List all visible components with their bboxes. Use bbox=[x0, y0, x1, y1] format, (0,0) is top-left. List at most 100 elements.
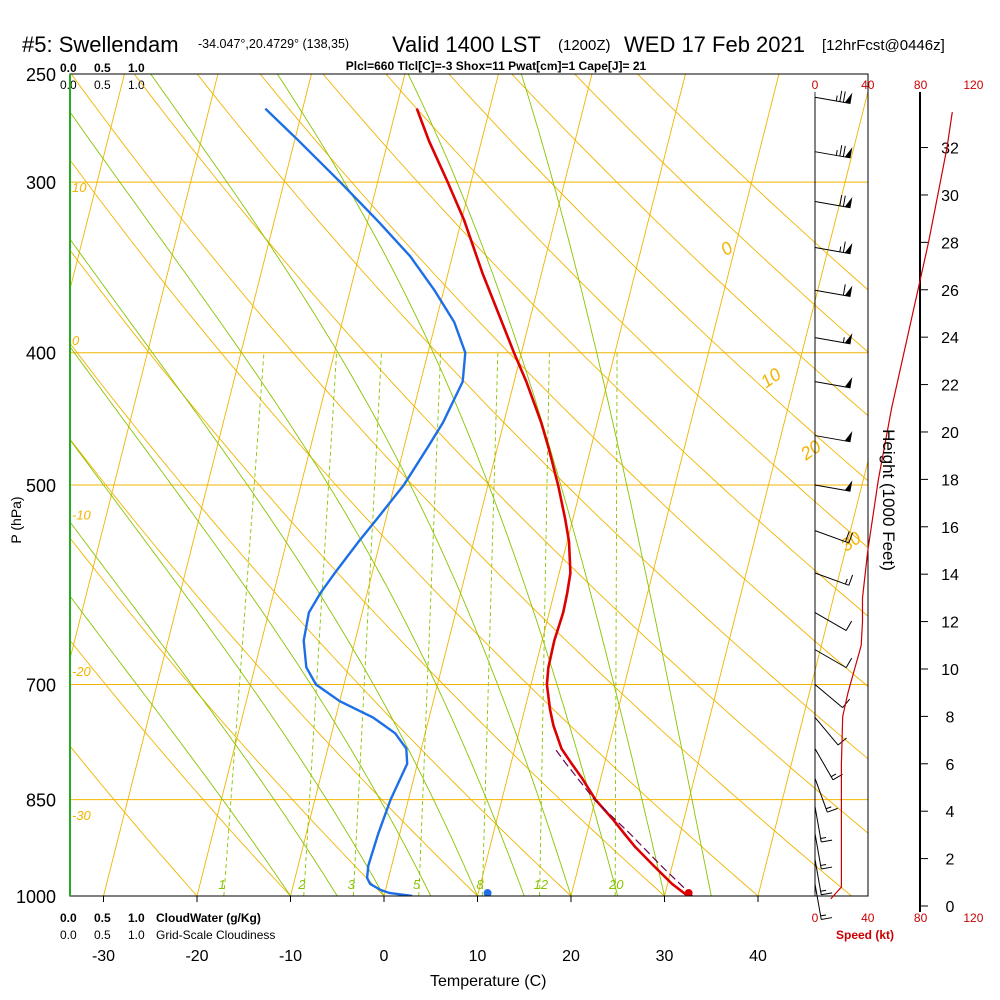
title-valid: Valid 1400 LST bbox=[392, 32, 541, 57]
speed-tick-label-bottom: 80 bbox=[914, 911, 928, 925]
isotherm-line bbox=[196, 74, 406, 896]
height-tick-label: 26 bbox=[941, 283, 959, 300]
y-axis-label: P (hPa) bbox=[8, 496, 24, 543]
wind-barb-half-feather bbox=[842, 337, 845, 343]
wind-barb-feather bbox=[845, 657, 853, 668]
mixing-ratio-line bbox=[352, 352, 382, 896]
moist-adiabat-line bbox=[276, 74, 619, 896]
pressure-label: 250 bbox=[26, 65, 56, 85]
cloud-top-sub-2: 1.0 bbox=[128, 78, 145, 92]
wind-barb-feather bbox=[821, 917, 833, 920]
surface-temperature-dot bbox=[684, 889, 693, 896]
parcel-line bbox=[554, 748, 693, 896]
wind-barb-staff bbox=[814, 883, 822, 920]
mixing-ratio-label: 20 bbox=[608, 877, 624, 892]
wind-barb-staff bbox=[814, 649, 847, 669]
height-tick-label: 12 bbox=[941, 615, 959, 632]
wind-barb bbox=[814, 530, 854, 544]
wind-barb-feather bbox=[821, 839, 833, 843]
mixing-ratio-line bbox=[223, 352, 265, 896]
surface-dewpoint-dot bbox=[483, 889, 492, 896]
theta-label-right: 0 bbox=[717, 237, 737, 259]
wind-barb-pennant bbox=[844, 242, 853, 254]
mixing-ratio-label: 5 bbox=[413, 877, 421, 892]
pressure-label: 300 bbox=[26, 173, 56, 193]
wind-barb-staff bbox=[814, 572, 849, 586]
sounding-profiles bbox=[264, 107, 693, 896]
temperature-line bbox=[415, 108, 689, 896]
height-tick-label: 16 bbox=[941, 520, 959, 537]
dry-adiabat-line bbox=[70, 159, 759, 896]
wind-barb-staff bbox=[814, 833, 822, 870]
speed-tick-label-top: 0 bbox=[812, 78, 819, 92]
wind-barb-half-feather bbox=[820, 837, 827, 839]
height-tick-label: 6 bbox=[946, 757, 955, 774]
wind-barb-half-feather bbox=[835, 95, 838, 102]
pressure-label: 400 bbox=[26, 344, 56, 364]
wind-barb-feather bbox=[842, 145, 846, 157]
wind-barb-half-feather bbox=[820, 863, 827, 866]
speed-tick-label-top: 40 bbox=[861, 78, 875, 92]
theta-label-left: -20 bbox=[72, 664, 92, 679]
speed-tick-label-top: 120 bbox=[963, 78, 983, 92]
wind-barb-feather bbox=[842, 284, 846, 296]
wind-barb-half-feather bbox=[830, 773, 837, 778]
wind-barb-staff bbox=[814, 96, 851, 104]
theta-label-right: 20 bbox=[796, 436, 825, 464]
wind-barb bbox=[814, 859, 833, 896]
cloud-scale-bottom: 0.0 0.5 1.0 CloudWater (g/Kg) 0.0 0.5 1.… bbox=[60, 911, 275, 942]
cloud-top-0: 0.0 bbox=[60, 61, 77, 75]
dry-adiabat-line bbox=[259, 74, 868, 688]
wind-barb-feather bbox=[842, 91, 846, 103]
cloud-top-sub-0: 0.0 bbox=[60, 78, 77, 92]
wind-barb-half-feather bbox=[835, 149, 838, 156]
x-tick-label: 20 bbox=[562, 948, 580, 965]
wind-barb-half-feather bbox=[844, 578, 848, 585]
x-tick-label: -20 bbox=[185, 948, 208, 965]
wind-barb-staff bbox=[814, 778, 828, 813]
wind-barb bbox=[814, 333, 853, 345]
wind-barb bbox=[814, 241, 853, 255]
dry-adiabat-line bbox=[196, 74, 868, 760]
isotherm-line bbox=[757, 459, 868, 896]
dry-adiabat-line bbox=[385, 74, 868, 549]
height-axis-label: Height (1000 Feet) bbox=[879, 429, 898, 571]
axes: -30 -20 -10 0 10 20 30 402503004005007008501000… bbox=[16, 65, 984, 965]
moist-adiabat-line bbox=[520, 74, 712, 896]
height-tick-label: 8 bbox=[946, 709, 955, 726]
speed-tick-label-top: 80 bbox=[914, 78, 928, 92]
theta-label-left: -30 bbox=[72, 808, 92, 823]
wind-barb-staff bbox=[814, 806, 822, 843]
pressure-label: 1000 bbox=[16, 887, 56, 907]
isotherm-line bbox=[383, 74, 593, 896]
wind-barb bbox=[814, 480, 853, 492]
wind-barb-staff bbox=[814, 612, 847, 631]
theta-label-left: 0 bbox=[72, 333, 80, 348]
wind-barb bbox=[814, 649, 853, 669]
wind-barb-pennant bbox=[844, 147, 853, 158]
title-date: WED 17 Feb 2021 bbox=[624, 32, 805, 57]
wind-barb-pennant bbox=[844, 430, 853, 442]
dry-adiabat-line bbox=[322, 74, 868, 617]
moist-adiabat-line bbox=[70, 111, 525, 896]
x-tick-label: 0 bbox=[380, 948, 389, 965]
wind-barb bbox=[814, 684, 851, 709]
wind-barb bbox=[814, 778, 838, 813]
wind-barb-staff bbox=[814, 151, 851, 159]
cloud-top-sub-1: 0.5 bbox=[94, 78, 111, 92]
wind-barb bbox=[814, 806, 833, 843]
cloud-bottom-sub-0: 0.0 bbox=[60, 928, 77, 942]
speed-tick-label-bottom: 120 bbox=[963, 911, 983, 925]
dry-adiabat-line bbox=[70, 249, 665, 896]
mixing-ratio-label: 2 bbox=[297, 877, 306, 892]
wind-barb-feather bbox=[844, 531, 850, 542]
cloud-scale-top: 0.0 0.5 1.0 0.0 0.5 1.0 bbox=[60, 61, 145, 92]
height-tick-label: 24 bbox=[941, 330, 959, 347]
wind-barb-pennant bbox=[844, 480, 853, 492]
height-tick-label: 20 bbox=[941, 425, 959, 442]
wind-barb bbox=[814, 748, 843, 781]
wind-barb bbox=[814, 195, 853, 209]
wind-barb-staff bbox=[814, 337, 851, 345]
isotherm-line bbox=[664, 89, 868, 896]
